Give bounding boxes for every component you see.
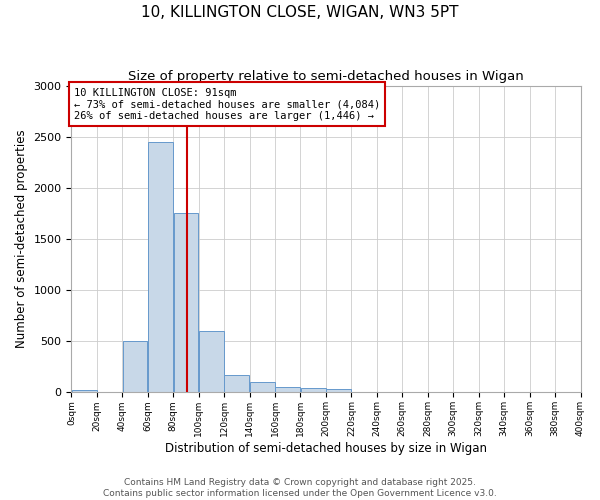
Text: 10 KILLINGTON CLOSE: 91sqm
← 73% of semi-detached houses are smaller (4,084)
26%: 10 KILLINGTON CLOSE: 91sqm ← 73% of semi…	[74, 88, 380, 121]
Bar	[224, 375, 249, 392]
Text: Contains HM Land Registry data © Crown copyright and database right 2025.
Contai: Contains HM Land Registry data © Crown c…	[103, 478, 497, 498]
Bar	[199, 331, 224, 392]
Bar	[301, 388, 326, 392]
Bar	[250, 382, 275, 392]
Title: Size of property relative to semi-detached houses in Wigan: Size of property relative to semi-detach…	[128, 70, 524, 83]
Bar	[275, 388, 300, 392]
Bar	[326, 390, 351, 392]
Bar	[148, 142, 173, 393]
Bar	[72, 390, 97, 392]
Text: 10, KILLINGTON CLOSE, WIGAN, WN3 5PT: 10, KILLINGTON CLOSE, WIGAN, WN3 5PT	[141, 5, 459, 20]
Y-axis label: Number of semi-detached properties: Number of semi-detached properties	[15, 130, 28, 348]
X-axis label: Distribution of semi-detached houses by size in Wigan: Distribution of semi-detached houses by …	[165, 442, 487, 455]
Bar	[122, 342, 148, 392]
Bar	[173, 214, 199, 392]
